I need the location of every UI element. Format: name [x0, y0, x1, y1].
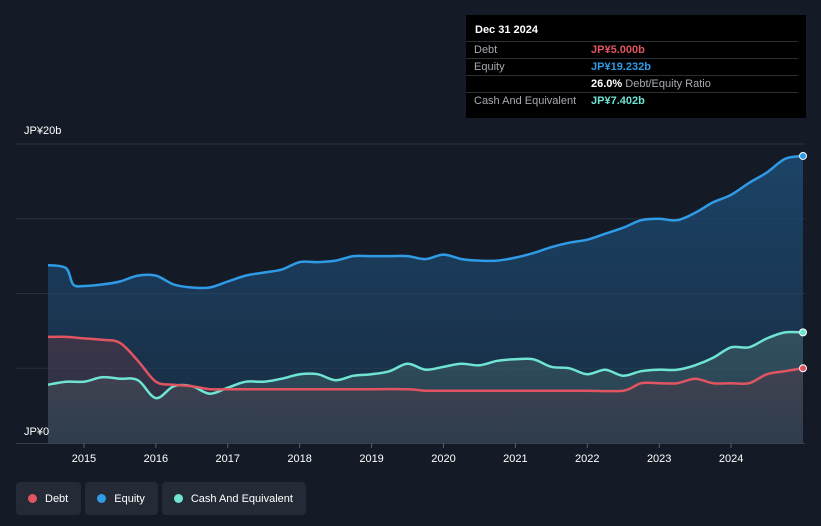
x-tick-label: 2024 — [719, 453, 743, 465]
x-tick-label: 2023 — [647, 453, 671, 465]
series-areas — [48, 156, 803, 443]
tooltip-row-ratio: 26.0% Debt/Equity Ratio — [466, 75, 798, 93]
series-lines — [47, 154, 804, 400]
tooltip-debt-value: JP¥5.000b — [591, 44, 645, 56]
tooltip-equity-value: JP¥19.232b — [591, 61, 651, 73]
debt-line — [47, 335, 804, 393]
y-axis-labels: JP¥20b JP¥0 — [24, 125, 61, 438]
tooltip-panel: Dec 31 2024 Debt JP¥5.000b Equity JP¥19.… — [466, 15, 806, 118]
legend-dot-debt-icon — [28, 494, 37, 503]
legend-debt-label: Debt — [45, 492, 69, 505]
tooltip-cash-value: JP¥7.402b — [591, 95, 645, 107]
legend-dot-cash-icon — [173, 494, 183, 503]
equity-area — [48, 156, 803, 443]
legend-item-equity[interactable]: Equity — [85, 482, 158, 515]
x-tick-label: 2015 — [72, 453, 96, 465]
legend-equity-label: Equity — [114, 492, 145, 505]
tooltip-equity-label: Equity — [474, 61, 505, 73]
legend-item-debt[interactable]: Debt — [16, 482, 82, 515]
x-tick-label: 2019 — [359, 453, 383, 465]
tooltip-debt-label: Debt — [474, 44, 498, 56]
tooltip-date: Dec 31 2024 — [475, 24, 538, 36]
tooltip-row-cash: Cash And Equivalent JP¥7.402b — [466, 92, 798, 110]
legend: Debt Equity Cash And Equivalent — [16, 482, 306, 515]
legend-item-cash[interactable]: Cash And Equivalent — [161, 482, 306, 515]
debt-end-marker — [799, 364, 807, 373]
x-tick-label: 2020 — [431, 453, 455, 465]
x-tick-label: 2018 — [287, 453, 311, 465]
x-tick-label: 2016 — [144, 453, 168, 465]
tooltip-cash-label: Cash And Equivalent — [474, 95, 577, 107]
legend-cash-label: Cash And Equivalent — [190, 492, 293, 505]
equity-end-marker — [799, 151, 807, 160]
legend-dot-equity-icon — [97, 494, 107, 503]
x-tick-label: 2017 — [216, 453, 240, 465]
tooltip-row-equity: Equity JP¥19.232b — [466, 58, 798, 76]
x-tick-label: 2022 — [575, 453, 599, 465]
x-axis-labels: 2015 2016 2017 2018 2019 2020 2021 2022 2023 2024 — [72, 443, 743, 465]
x-tick-label: 2021 — [503, 453, 527, 465]
debt-area — [48, 336, 803, 443]
cash-and-equivalent-end-marker — [799, 328, 807, 337]
equity-line — [47, 154, 804, 290]
tooltip-ratio-value: 26.0% — [591, 78, 623, 90]
y-tick-label: JP¥0 — [24, 426, 49, 438]
end-markers — [799, 151, 807, 373]
cash-and-equivalent-line — [47, 330, 804, 400]
tooltip-row-debt: Debt JP¥5.000b — [466, 41, 798, 59]
tooltip-ratio: 26.0% Debt/Equity Ratio — [591, 78, 711, 90]
y-tick-label: JP¥20b — [24, 125, 61, 137]
tooltip-ratio-label: Debt/Equity Ratio — [625, 78, 711, 90]
